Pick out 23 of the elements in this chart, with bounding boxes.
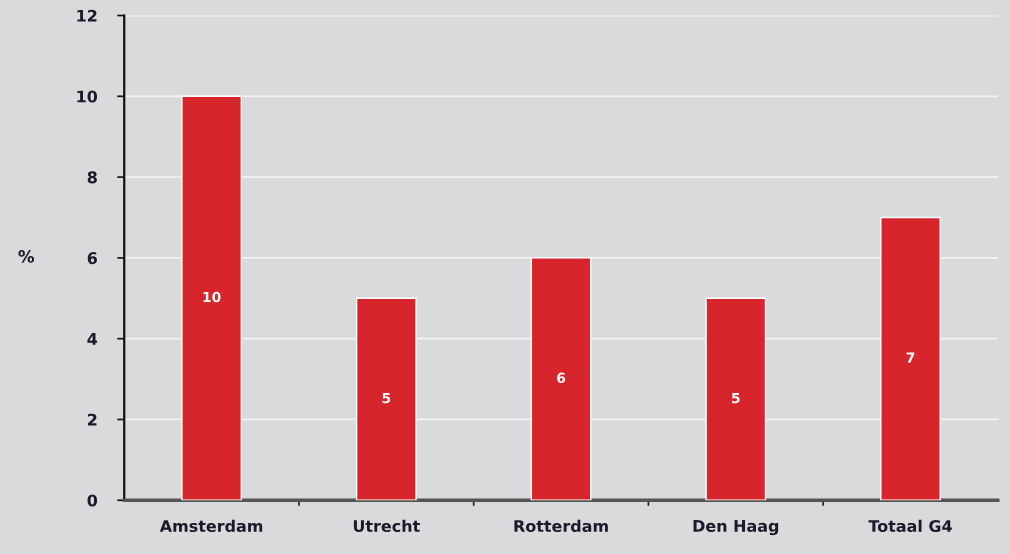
y-tick-label: 0 <box>87 494 98 507</box>
y-tick-label: 8 <box>87 171 97 184</box>
data-label: 5 <box>732 392 740 404</box>
bar <box>880 216 941 501</box>
y-tick-label: 4 <box>87 333 98 345</box>
data-label: 7 <box>906 352 915 363</box>
bar <box>530 257 592 501</box>
x-tick-label: Rotterdam <box>514 519 608 533</box>
x-tick-label: Amsterdam <box>159 519 263 533</box>
bar <box>355 297 417 501</box>
y-tick-label: 6 <box>87 252 97 265</box>
bar <box>705 297 767 501</box>
data-label: 5 <box>382 392 391 404</box>
data-label: 10 <box>203 291 221 303</box>
y-axis-title: % <box>18 250 35 263</box>
y-tick-label: 10 <box>77 90 98 103</box>
bar <box>181 95 242 501</box>
x-tick-label: Den Haag <box>693 520 779 536</box>
y-tick-label: 2 <box>87 413 97 426</box>
x-tick-label: Utrecht <box>353 519 420 533</box>
x-tick-label: Totaal G4 <box>868 519 952 533</box>
y-tick-label: 12 <box>77 9 97 22</box>
data-label: 6 <box>557 372 566 384</box>
